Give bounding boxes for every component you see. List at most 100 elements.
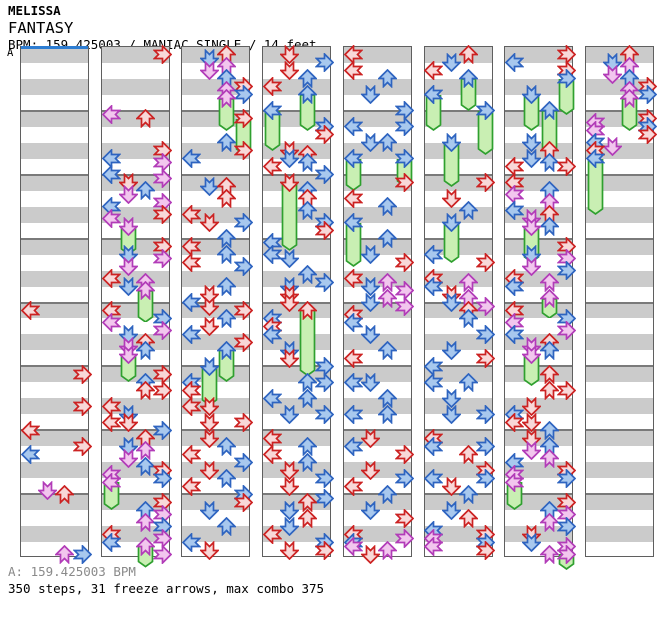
- beat-stripe: [21, 526, 88, 543]
- measure-line: [182, 173, 250, 176]
- measure-line: [101, 301, 169, 304]
- arrow-down: [279, 539, 301, 560]
- arrow-down: [117, 324, 139, 345]
- arrow-up: [135, 181, 157, 201]
- beat-stripe: [101, 78, 169, 95]
- arrow-down: [198, 176, 220, 197]
- measure-line: [21, 173, 88, 176]
- arrow-up: [215, 189, 237, 209]
- arrow-up: [377, 404, 399, 425]
- arrow-right: [556, 467, 577, 489]
- measure-line: [424, 365, 492, 368]
- arrow-up: [296, 508, 318, 529]
- arrow-right: [394, 443, 415, 465]
- arrow-down: [279, 476, 301, 496]
- arrow-up: [457, 484, 480, 505]
- arrow-right: [556, 260, 577, 282]
- beat-stripe: [424, 494, 492, 511]
- arrow-left: [343, 188, 364, 210]
- arrow-down: [279, 516, 301, 536]
- arrow-left: [101, 531, 122, 553]
- arrow-left: [182, 291, 202, 314]
- arrow-up: [135, 280, 157, 301]
- arrow-left: [262, 523, 283, 545]
- measure-line: [263, 493, 331, 496]
- measure-line: [585, 365, 653, 368]
- measure-line: [343, 173, 411, 176]
- measure-line: [585, 301, 653, 304]
- arrow-left: [20, 443, 41, 465]
- arrow-left: [504, 275, 525, 298]
- arrow-down: [279, 348, 301, 369]
- arrow-left: [343, 347, 364, 369]
- beat-stripe: [21, 238, 88, 255]
- beat-stripe: [343, 302, 411, 319]
- arrow-down: [279, 44, 301, 65]
- arrow-up: [377, 69, 399, 89]
- arrow-up: [457, 69, 480, 89]
- arrow-right: [72, 395, 92, 417]
- arrow-right: [152, 168, 173, 190]
- arrow-down: [521, 344, 543, 365]
- arrow-up: [538, 288, 560, 309]
- arrow-down: [440, 132, 462, 153]
- chart-column: [584, 45, 657, 557]
- measure-line: [101, 109, 169, 112]
- arrow-right: [233, 108, 254, 130]
- chart-column: [20, 46, 92, 566]
- measure-line: [424, 429, 492, 432]
- measure-line: [263, 365, 331, 368]
- beat-stripe: [21, 334, 88, 351]
- arrow-up: [457, 372, 480, 393]
- arrow-down: [279, 340, 301, 361]
- arrow-down: [279, 460, 301, 480]
- arrow-up: [377, 272, 399, 293]
- arrow-right: [394, 527, 415, 549]
- arrow-right: [72, 544, 92, 566]
- freeze-arrow-body: [280, 181, 299, 255]
- beat-stripe: [343, 78, 411, 95]
- arrow-down: [37, 480, 59, 500]
- arrow-down: [198, 316, 220, 337]
- arrow-left: [343, 475, 364, 497]
- arrow-up: [457, 45, 480, 66]
- arrow-up: [377, 484, 399, 505]
- arrow-left: [343, 535, 364, 557]
- arrow-right: [314, 164, 334, 186]
- beat-stripe: [21, 78, 88, 95]
- arrow-down: [198, 60, 220, 81]
- arrow-right: [314, 371, 334, 393]
- arrow-down: [440, 500, 462, 520]
- arrow-up: [538, 340, 560, 361]
- footer-bpm-note: A: 159.425003 BPM: [8, 564, 136, 579]
- arrow-right: [152, 467, 173, 489]
- beat-stripe: [21, 366, 88, 383]
- arrow-up: [377, 196, 399, 217]
- arrow-right: [394, 148, 415, 170]
- arrow-up: [215, 228, 237, 249]
- measure-line: [585, 493, 653, 496]
- arrow-up: [135, 380, 157, 401]
- beat-stripe: [343, 334, 411, 351]
- beat-stripe: [585, 238, 653, 255]
- beat-stripe: [424, 334, 492, 351]
- arrow-left: [424, 275, 445, 298]
- arrow-down: [117, 336, 139, 357]
- arrow-down: [602, 64, 624, 85]
- arrow-down: [198, 396, 220, 416]
- arrow-up: [538, 272, 560, 293]
- arrow-right: [152, 379, 173, 401]
- arrow-left: [424, 535, 445, 557]
- arrow-right: [233, 331, 254, 353]
- measure-line: [343, 237, 411, 240]
- arrow-up: [296, 492, 318, 513]
- measure-line: [585, 173, 653, 176]
- arrow-down: [521, 84, 543, 105]
- arrow-left: [182, 252, 202, 274]
- beat-stripe: [21, 174, 88, 191]
- arrow-down: [440, 188, 462, 209]
- arrow-right: [72, 435, 92, 457]
- arrow-down: [440, 284, 462, 305]
- arrow-right: [233, 256, 254, 278]
- arrow-left: [343, 403, 364, 425]
